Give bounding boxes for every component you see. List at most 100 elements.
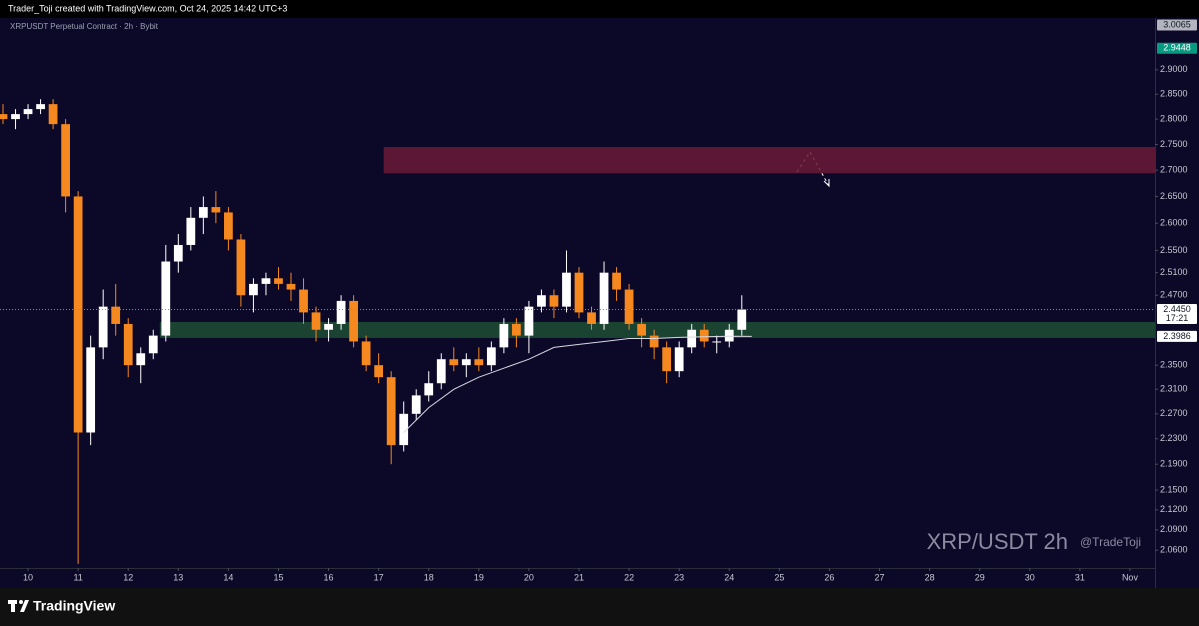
candle-body xyxy=(436,359,446,384)
candle-body xyxy=(386,377,396,446)
candle-body xyxy=(23,109,33,115)
candle-body xyxy=(499,323,509,348)
x-tick-label: 10 xyxy=(23,572,33,582)
x-tick-label: 25 xyxy=(774,572,784,582)
candle-body xyxy=(424,383,434,396)
candle-body xyxy=(173,244,183,262)
candle-body xyxy=(48,104,58,125)
candle-body xyxy=(624,289,634,324)
x-tick-label: 22 xyxy=(624,572,634,582)
y-tick-label: 2.2300 xyxy=(1160,433,1188,443)
candle-body xyxy=(587,312,596,324)
candle-body xyxy=(11,114,20,120)
candle-body xyxy=(361,341,371,366)
price-marker xyxy=(1157,19,1197,31)
y-tick-label: 2.1500 xyxy=(1160,484,1188,494)
header-bar xyxy=(0,0,1199,18)
x-tick-label: 16 xyxy=(324,572,334,582)
logo-icon xyxy=(8,600,29,612)
candle-body xyxy=(236,239,246,296)
x-tick-label: 13 xyxy=(173,572,183,582)
price-marker xyxy=(1157,330,1197,342)
candle-body xyxy=(98,306,108,348)
x-tick-label: 11 xyxy=(73,572,82,582)
candle-body xyxy=(336,300,346,324)
chart-title: XRPUSDT Perpetual Contract · 2h · Bybit xyxy=(10,22,159,31)
chart-panel xyxy=(0,18,1199,588)
candle-body xyxy=(123,323,133,366)
candle-body xyxy=(599,272,609,324)
candle-body xyxy=(148,335,158,354)
candle-body xyxy=(249,283,258,296)
axes: 2.0600 2.0900 2.1200 2.1500 2.1900 2.2300 2.27… xyxy=(23,19,1197,582)
candle-body xyxy=(674,347,684,372)
y-tick-label: 2.3500 xyxy=(1160,360,1188,370)
candle-body xyxy=(349,300,358,342)
watermark: XRP/USDT 2h xyxy=(927,529,1068,554)
footer-logo: TradingView xyxy=(33,598,115,614)
candle-body xyxy=(86,347,96,433)
x-tick-label: 20 xyxy=(524,572,534,582)
y-tick-label: 2.5500 xyxy=(1160,245,1188,255)
x-tick-label: 15 xyxy=(273,572,283,582)
candle-body xyxy=(186,217,196,245)
y-tick-label: 2.3100 xyxy=(1160,384,1188,394)
candle-body xyxy=(637,323,646,336)
candle-body xyxy=(574,272,584,313)
candle-body xyxy=(111,306,121,324)
candle-body xyxy=(198,207,208,218)
y-tick-label: 2.8500 xyxy=(1160,89,1188,99)
candle-body xyxy=(299,289,308,313)
candle-body xyxy=(411,395,421,414)
candle-body xyxy=(0,114,8,120)
candle-body xyxy=(73,196,83,433)
price-marker-label: 2.3986 xyxy=(1163,331,1191,341)
footer-bar xyxy=(0,588,1199,626)
price-marker xyxy=(1157,42,1197,54)
x-tick-label: 18 xyxy=(424,572,434,582)
y-tick-label: 2.2700 xyxy=(1160,408,1188,418)
price-marker-label: 2.9448 xyxy=(1163,43,1191,53)
candle-body xyxy=(649,335,659,348)
candle-body xyxy=(612,272,621,290)
projection-arrowhead xyxy=(823,179,830,188)
candle-body xyxy=(161,261,171,336)
candle-body xyxy=(324,323,333,330)
price-marker xyxy=(1157,304,1197,325)
x-tick-label: 14 xyxy=(223,572,233,582)
x-tick-label: 12 xyxy=(123,572,133,582)
zone xyxy=(159,321,1155,338)
x-tick-label: 30 xyxy=(1025,572,1035,582)
candle-body xyxy=(512,323,521,336)
candle-body xyxy=(274,278,283,284)
y-tick-label: 2.7500 xyxy=(1160,139,1188,149)
x-tick-label: 28 xyxy=(925,572,935,582)
candle-body xyxy=(136,353,146,366)
y-tick-label: 2.5100 xyxy=(1160,267,1188,277)
candle-body xyxy=(486,347,496,366)
candle-body xyxy=(524,306,534,336)
y-tick-label: 2.9000 xyxy=(1160,64,1188,74)
zone xyxy=(383,146,1155,174)
header-text: Trader_Toji created with TradingView.com… xyxy=(8,3,287,13)
average-line xyxy=(403,335,752,433)
author: @TradeToji xyxy=(1080,535,1141,549)
candle-body xyxy=(461,359,471,366)
candle-body xyxy=(61,124,70,197)
candle-body xyxy=(474,359,484,366)
price-marker-label: 3.0065 xyxy=(1163,19,1191,29)
x-tick-label: Nov xyxy=(1122,572,1139,582)
x-tick-label: 24 xyxy=(724,572,734,582)
y-tick-label: 2.1900 xyxy=(1160,459,1188,469)
candle-body xyxy=(537,295,546,307)
price-marker-label: 2.4450 xyxy=(1163,304,1191,314)
y-tick-label: 2.4700 xyxy=(1160,290,1188,300)
y-tick-label: 2.6500 xyxy=(1160,191,1188,201)
x-tick-label: 21 xyxy=(574,572,584,582)
candle-body xyxy=(549,295,559,307)
candle-body xyxy=(261,278,271,284)
x-tick-label: 23 xyxy=(674,572,684,582)
plot xyxy=(0,99,1155,564)
x-tick-label: 31 xyxy=(1075,572,1085,582)
